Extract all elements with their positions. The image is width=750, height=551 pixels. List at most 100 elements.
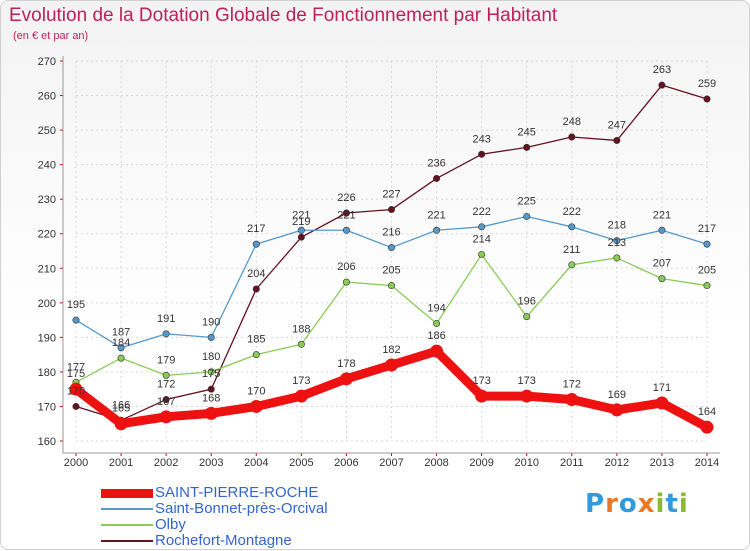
data-label: 217 xyxy=(247,223,265,235)
data-label: 221 xyxy=(337,209,355,221)
data-label: 180 xyxy=(202,351,220,363)
data-label: 186 xyxy=(427,330,445,342)
y-tick-label: 170 xyxy=(38,401,56,413)
data-point xyxy=(610,403,624,417)
data-label: 263 xyxy=(653,64,671,76)
x-tick-label: 2000 xyxy=(64,457,88,469)
y-tick-label: 230 xyxy=(38,194,56,206)
data-label: 170 xyxy=(67,385,85,397)
data-point xyxy=(114,417,128,431)
data-point xyxy=(433,174,441,182)
data-point xyxy=(703,282,711,290)
data-point xyxy=(703,240,711,248)
data-label: 222 xyxy=(563,206,581,218)
x-tick-label: 2003 xyxy=(199,457,223,469)
data-point xyxy=(387,282,395,290)
x-tick-label: 2014 xyxy=(695,457,719,469)
data-label: 219 xyxy=(292,216,310,228)
legend-label: SAINT-PIERRE-ROCHE xyxy=(155,484,319,501)
chart-subtitle: (en € et par an) xyxy=(13,30,89,42)
axes: 160 170 180 190 200 210 220 230 240 250 260 270 2000… xyxy=(38,56,720,469)
data-label: 245 xyxy=(518,126,536,138)
x-tick-label: 2009 xyxy=(469,457,493,469)
data-label: 190 xyxy=(202,316,220,328)
data-label: 207 xyxy=(653,258,671,270)
data-label: 218 xyxy=(608,220,626,232)
data-label: 168 xyxy=(202,392,220,404)
data-label: 188 xyxy=(292,323,310,335)
data-point xyxy=(72,316,80,324)
data-point xyxy=(342,226,350,234)
data-label: 221 xyxy=(427,209,445,221)
data-label: 217 xyxy=(698,223,716,235)
proxiti-logo: Proxiti xyxy=(585,489,689,519)
data-label: 204 xyxy=(247,268,265,280)
x-tick-label: 2012 xyxy=(605,457,629,469)
x-tick-label: 2004 xyxy=(244,457,268,469)
data-point xyxy=(613,237,621,245)
data-point xyxy=(613,136,621,144)
data-point xyxy=(433,226,441,234)
x-tick-label: 2007 xyxy=(379,457,403,469)
data-point xyxy=(478,223,486,231)
x-tick-label: 2008 xyxy=(424,457,448,469)
data-point xyxy=(523,313,531,321)
legend-label: Olby xyxy=(155,516,186,533)
x-tick-label: 2011 xyxy=(560,457,584,469)
legend-swatch xyxy=(101,508,153,510)
y-tick-label: 220 xyxy=(38,229,56,241)
legend-item: SAINT-PIERRE-ROCHE xyxy=(101,485,361,501)
data-point xyxy=(385,358,398,372)
data-label: 170 xyxy=(247,385,265,397)
data-point xyxy=(520,389,534,403)
x-tick-label: 2010 xyxy=(514,457,538,469)
series-group xyxy=(69,81,714,434)
legend-label: Rochefort-Montagne xyxy=(155,532,292,549)
data-label: 185 xyxy=(247,334,265,346)
legend-swatch xyxy=(101,524,153,526)
data-point xyxy=(207,385,215,393)
data-label: 179 xyxy=(157,354,175,366)
data-point xyxy=(523,143,531,151)
y-tick-label: 190 xyxy=(38,332,56,344)
data-label: 173 xyxy=(472,375,490,387)
data-point xyxy=(703,95,711,103)
data-label: 194 xyxy=(427,303,445,315)
data-label: 221 xyxy=(653,209,671,221)
data-label: 171 xyxy=(653,382,671,394)
data-label: 243 xyxy=(472,133,490,145)
logo-letter: i xyxy=(655,489,666,519)
data-label: 195 xyxy=(67,299,85,311)
logo-letter: o xyxy=(618,489,638,519)
x-tick-label: 2013 xyxy=(650,457,674,469)
chart-title: Evolution de la Dotation Globale de Fonc… xyxy=(9,5,558,26)
data-point xyxy=(339,372,353,386)
data-point xyxy=(297,340,305,348)
data-point xyxy=(252,351,260,359)
data-label: 214 xyxy=(472,233,490,245)
data-label: 206 xyxy=(337,261,355,273)
legend-swatch xyxy=(101,488,153,498)
data-point xyxy=(342,278,350,286)
data-label: 191 xyxy=(157,313,175,325)
data-label: 164 xyxy=(698,406,716,418)
data-point xyxy=(568,223,576,231)
data-label: 169 xyxy=(608,389,626,401)
data-point xyxy=(162,330,170,338)
data-label: 227 xyxy=(382,189,400,201)
data-point xyxy=(204,406,218,420)
y-tick-label: 260 xyxy=(38,91,56,103)
logo-letter: x xyxy=(637,489,656,519)
data-label: 236 xyxy=(427,157,445,169)
data-label: 196 xyxy=(518,296,536,308)
data-point xyxy=(655,396,669,410)
data-point xyxy=(252,285,260,293)
data-point xyxy=(658,226,666,234)
y-tick-label: 180 xyxy=(38,367,56,379)
data-point xyxy=(249,399,263,413)
legend-item: Saint-Bonnet-près-Orcival xyxy=(101,501,361,517)
logo-letter: r xyxy=(605,489,619,519)
data-label: 166 xyxy=(112,399,130,411)
data-point xyxy=(162,396,170,404)
